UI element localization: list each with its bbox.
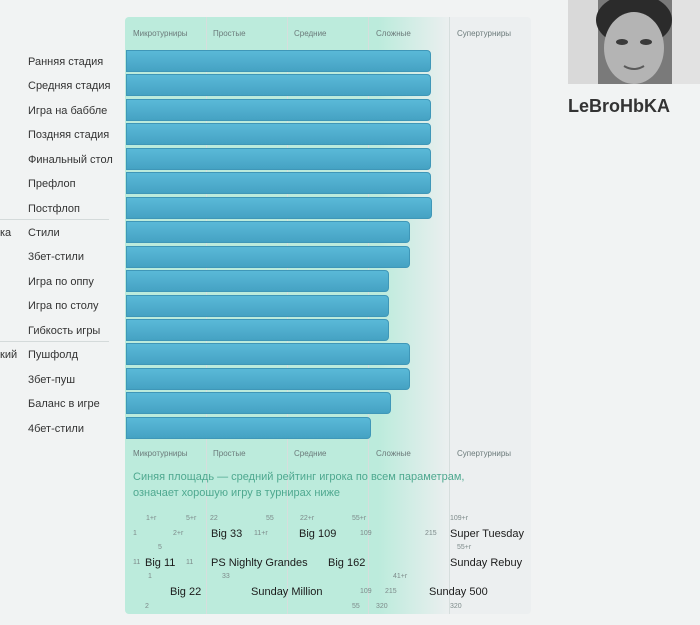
buyin-label: 109	[360, 530, 372, 537]
legend-note: Синяя площадь — средний рейтинг игрока п…	[133, 471, 465, 499]
buyin-label: 320	[376, 603, 388, 610]
buyin-label: 109+r	[450, 515, 469, 522]
row-label: 4бет-стили	[28, 423, 84, 435]
row-label: Гибкость игры	[28, 325, 101, 337]
buyin-label: 41+r	[393, 573, 408, 580]
row-label: Ранняя стадия	[28, 56, 104, 68]
row-label: Поздняя стадия	[28, 129, 110, 141]
row-label: 3бет-стили	[28, 251, 84, 263]
tournament-label[interactable]: Big 33	[211, 528, 243, 540]
tournament-label[interactable]: Big 22	[170, 586, 202, 598]
tier-label: Простые	[213, 449, 246, 458]
tier-label: Простые	[213, 29, 246, 38]
username[interactable]: LeBroHbKA	[568, 96, 670, 116]
bar-8	[126, 245, 411, 268]
row-label: Пушфолд	[28, 349, 78, 361]
buyin-label: 22+r	[300, 515, 315, 522]
buyin-label: 1+r	[146, 515, 157, 522]
tier-label: Сложные	[376, 29, 411, 38]
bar-1	[126, 74, 431, 97]
buyin-label: 5+r	[186, 515, 197, 522]
tier-label: Средние	[294, 449, 327, 458]
tier-label: Микротурниры	[133, 449, 188, 458]
bar-5	[126, 172, 431, 195]
row-label: Игра по оппу	[28, 276, 94, 288]
buyin-label: 11	[186, 559, 194, 566]
row-label: Средняя стадия	[28, 80, 111, 92]
group-separator	[0, 341, 109, 342]
buyin-label: 1	[148, 573, 152, 580]
row-label: Постфлоп	[28, 203, 80, 215]
tier-label: Супертурниры	[457, 29, 512, 38]
bar-6	[126, 196, 433, 219]
bar-11	[126, 318, 390, 341]
row-label: Финальный стол	[28, 154, 113, 166]
buyin-label: 215	[385, 588, 397, 595]
row-label: Баланс в игре	[28, 398, 100, 410]
bar-15	[126, 416, 371, 439]
bar-0	[126, 50, 431, 72]
tournament-label[interactable]: Big 109	[299, 528, 337, 540]
buyin-label: 55+r	[457, 544, 472, 551]
buyin-label: 11+r	[254, 530, 268, 537]
bar-9	[126, 270, 390, 293]
buyin-label: 55	[266, 515, 274, 522]
bar-2	[126, 98, 431, 121]
buyin-label: 5	[158, 544, 162, 551]
row-label: Игра на баббле	[28, 105, 108, 117]
buyin-label: 2+r	[173, 530, 184, 537]
tier-label: Средние	[294, 29, 327, 38]
bar-14	[126, 392, 391, 415]
buyin-label: 320	[450, 603, 462, 610]
bar-10	[126, 294, 390, 317]
buyin-label: 33	[222, 573, 230, 580]
group-label: ка	[0, 227, 12, 239]
buyin-label: 109	[360, 588, 372, 595]
buyin-label: 2	[145, 603, 149, 610]
bar-13	[126, 367, 411, 390]
tier-divider	[449, 17, 450, 614]
bar-7	[126, 221, 411, 244]
bar-4	[126, 147, 431, 170]
tournament-label[interactable]: Sunday 500	[429, 586, 488, 598]
group-separator	[0, 219, 109, 220]
tournament-label[interactable]: Sunday Rebuy	[450, 557, 523, 569]
tier-label: Микротурниры	[133, 29, 188, 38]
tournament-label[interactable]: PS Nighlty Grandes	[211, 557, 308, 569]
buyin-label: 22	[210, 515, 218, 522]
buyin-label: 1	[133, 530, 137, 537]
group-label: кий	[0, 349, 18, 361]
buyin-label: 11	[133, 559, 141, 566]
tournament-label[interactable]: Big 162	[328, 557, 366, 569]
buyin-label: 215	[425, 530, 437, 537]
row-label: 3бет-пуш	[28, 374, 76, 386]
row-label: Игра по столу	[28, 300, 99, 312]
buyin-label: 55+r	[352, 515, 367, 522]
tournament-label[interactable]: Super Tuesday	[450, 528, 524, 540]
buyin-label: 55	[352, 603, 360, 610]
avatar[interactable]	[568, 0, 700, 84]
tier-label: Сложные	[376, 449, 411, 458]
tournament-label[interactable]: Sunday Million	[251, 586, 323, 598]
bar-12	[126, 343, 411, 366]
row-label: Префлоп	[28, 178, 76, 190]
tournament-label[interactable]: Big 11	[145, 557, 176, 569]
avatar-photo	[568, 0, 700, 84]
bar-3	[126, 123, 431, 146]
row-label: Стили	[28, 227, 60, 239]
tier-label: Супертурниры	[457, 449, 512, 458]
